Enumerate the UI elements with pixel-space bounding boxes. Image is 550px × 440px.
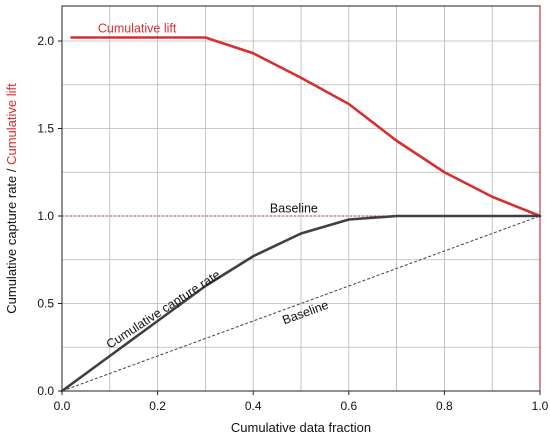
lift-series-label: Cumulative lift [98, 21, 177, 35]
x-tick-label: 0.0 [54, 399, 71, 413]
y-tick-label: 1.0 [37, 209, 54, 223]
y-axis-title-lift: Cumulative lift [4, 83, 19, 165]
cumulative-lift-line [70, 36, 542, 218]
x-axis-ticks: 0.0 0.2 0.4 0.6 0.8 1.0 [54, 391, 549, 413]
x-tick-label: 1.0 [532, 399, 549, 413]
x-tick-label: 0.4 [245, 399, 262, 413]
y-axis-title: Cumulative capture rate / Cumulative lif… [4, 83, 19, 314]
y-axis-ticks: 0.0 0.5 1.0 1.5 2.0 [37, 34, 62, 398]
x-tick-label: 0.6 [340, 399, 357, 413]
y-axis-title-capture: Cumulative capture rate [4, 176, 19, 314]
y-tick-label: 0.5 [37, 297, 54, 311]
x-axis-title: Cumulative data fraction [231, 420, 371, 435]
baseline-diagonal-label: Baseline [281, 298, 331, 328]
x-tick-label: 0.2 [149, 399, 166, 413]
y-tick-label: 2.0 [37, 34, 54, 48]
y-tick-label: 0.0 [37, 384, 54, 398]
series-lines [60, 36, 542, 393]
cumulative-capture-rate-line [60, 214, 542, 393]
x-tick-label: 0.8 [436, 399, 453, 413]
y-axis-title-sep: / [4, 165, 19, 176]
y-tick-label: 1.5 [37, 122, 54, 136]
baseline-top-label: Baseline [270, 202, 318, 216]
